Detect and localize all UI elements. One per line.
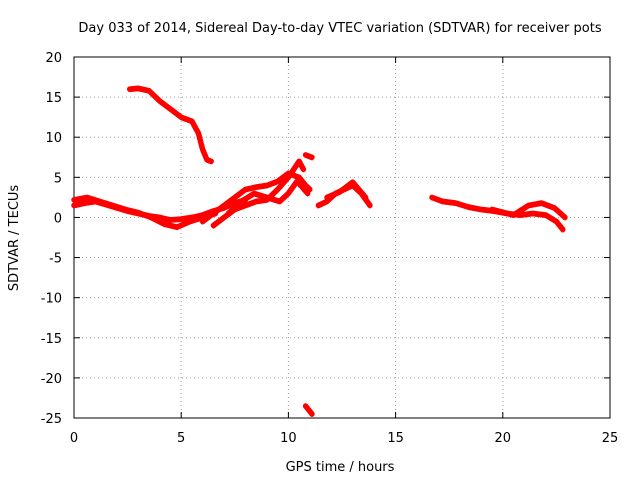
y-tick-label: 0	[54, 211, 62, 226]
series-arc-4-band	[201, 173, 312, 225]
x-tick-labels: 0 5 10 15 20 25	[70, 431, 618, 446]
y-tick-label: -25	[41, 412, 62, 427]
grid-lines	[74, 57, 610, 418]
series-arc-4	[199, 170, 313, 225]
y-tick-label: -20	[41, 372, 62, 387]
y-tick-label: 15	[45, 91, 62, 106]
series-arc-3-band	[128, 88, 213, 165]
x-tick-label: 20	[495, 431, 512, 446]
data-series	[71, 85, 568, 417]
series-arc-10-band	[325, 182, 368, 201]
x-tick-label: 15	[387, 431, 404, 446]
y-tick-label: 10	[45, 131, 62, 146]
series-arc-8-band	[304, 406, 314, 417]
y-tick-label: -10	[41, 292, 62, 307]
x-tick-label: 25	[602, 431, 619, 446]
x-axis-label: GPS time / hours	[286, 460, 395, 475]
y-tick-labels: -25 -20 -15 -10 -5 0 5 10 15 20	[41, 51, 62, 427]
y-tick-label: 20	[45, 51, 62, 66]
y-tick-label: -5	[49, 252, 62, 267]
chart-title: Day 033 of 2014, Sidereal Day-to-day VTE…	[78, 21, 601, 36]
x-tick-label: 5	[177, 431, 185, 446]
axis-ticks	[73, 56, 611, 419]
series-arc-3	[126, 85, 214, 165]
series-arc-2-band	[72, 197, 217, 231]
series-arc-6-band	[226, 181, 310, 217]
series-arc-7-band	[304, 154, 314, 161]
y-tick-label: 5	[54, 171, 62, 186]
x-tick-label: 0	[70, 431, 78, 446]
plot-frame	[73, 56, 611, 419]
y-axis-label: SDTVAR / TECUs	[7, 185, 22, 292]
series-arc-12-band	[490, 203, 567, 221]
x-tick-label: 10	[280, 431, 297, 446]
y-tick-label: -15	[41, 332, 62, 347]
